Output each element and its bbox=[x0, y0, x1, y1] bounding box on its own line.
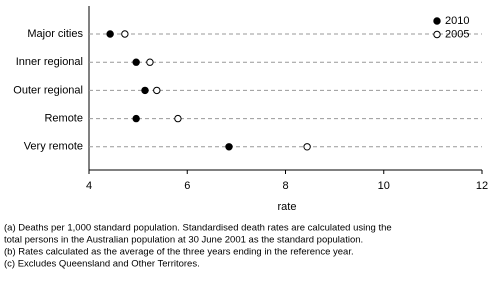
footnote: (b) Rates calculated as the average of t… bbox=[4, 247, 354, 258]
legend-label: 2010 bbox=[445, 15, 469, 27]
dot bbox=[225, 143, 233, 151]
dot bbox=[174, 114, 182, 123]
footnote: total persons in the Australian populati… bbox=[4, 235, 363, 246]
footnote: (a) Deaths per 1,000 standard population… bbox=[4, 223, 392, 234]
x-tick-label: 4 bbox=[86, 180, 92, 192]
dot bbox=[106, 30, 114, 38]
dot bbox=[121, 30, 129, 38]
legend-label: 2005 bbox=[445, 28, 469, 40]
y-tick-label: Outer regional bbox=[13, 84, 83, 96]
dot bbox=[146, 58, 154, 66]
x-tick-label: 10 bbox=[378, 180, 390, 192]
dot bbox=[132, 114, 140, 123]
legend-marker bbox=[433, 17, 441, 25]
x-axis-label: rate bbox=[278, 201, 297, 213]
x-tick-label: 12 bbox=[476, 180, 488, 192]
x-tick-label: 6 bbox=[184, 180, 190, 192]
y-tick-label: Major cities bbox=[27, 28, 83, 40]
dot bbox=[132, 58, 140, 66]
y-tick-label: Remote bbox=[44, 113, 83, 125]
footnote: (c) Excludes Queensland and Other Territ… bbox=[4, 259, 200, 270]
dot bbox=[303, 143, 311, 151]
dot bbox=[141, 86, 149, 95]
y-tick-label: Inner regional bbox=[16, 56, 83, 68]
legend-marker bbox=[433, 30, 441, 39]
x-tick-label: 8 bbox=[282, 180, 288, 192]
y-tick-label: Very remote bbox=[24, 141, 83, 153]
dot bbox=[153, 86, 161, 95]
